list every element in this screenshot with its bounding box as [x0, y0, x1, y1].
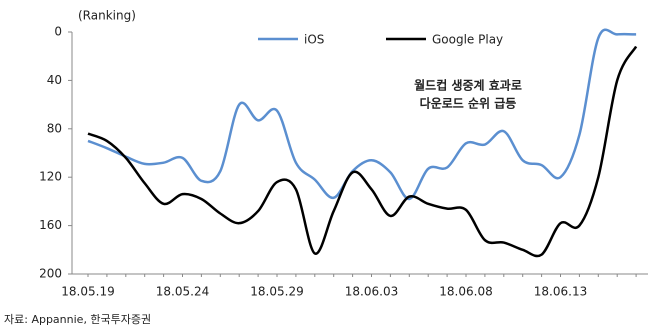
- source-note: 자료: Appannie, 한국투자증권: [4, 313, 151, 326]
- line-series: [87, 28, 637, 201]
- y-tick-label: 120: [39, 170, 62, 184]
- y-tick-label: 0: [54, 25, 62, 39]
- x-tick-label: 18.06.13: [534, 285, 587, 299]
- legend-label: Google Play: [432, 33, 503, 47]
- y-tick-label: 160: [39, 218, 62, 232]
- y-tick-label: 80: [47, 121, 62, 135]
- y-axis-label: (Ranking): [78, 9, 136, 23]
- annotation: 월드컵 생중계 효과로: [414, 78, 522, 93]
- x-tick-label: 18.06.08: [439, 285, 492, 299]
- annotation: 다운로드 순위 급등: [420, 96, 517, 111]
- x-tick-label: 18.06.03: [345, 285, 398, 299]
- x-tick-label: 18.05.29: [250, 285, 303, 299]
- y-tick-label: 200: [39, 267, 62, 281]
- y-tick-label: 40: [47, 73, 62, 87]
- x-tick-label: 18.05.24: [156, 285, 209, 299]
- line-series: [87, 45, 638, 258]
- legend-label: iOS: [304, 33, 324, 47]
- x-tick-label: 18.05.19: [61, 285, 114, 299]
